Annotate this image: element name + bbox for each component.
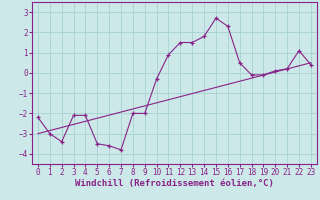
X-axis label: Windchill (Refroidissement éolien,°C): Windchill (Refroidissement éolien,°C) (75, 179, 274, 188)
